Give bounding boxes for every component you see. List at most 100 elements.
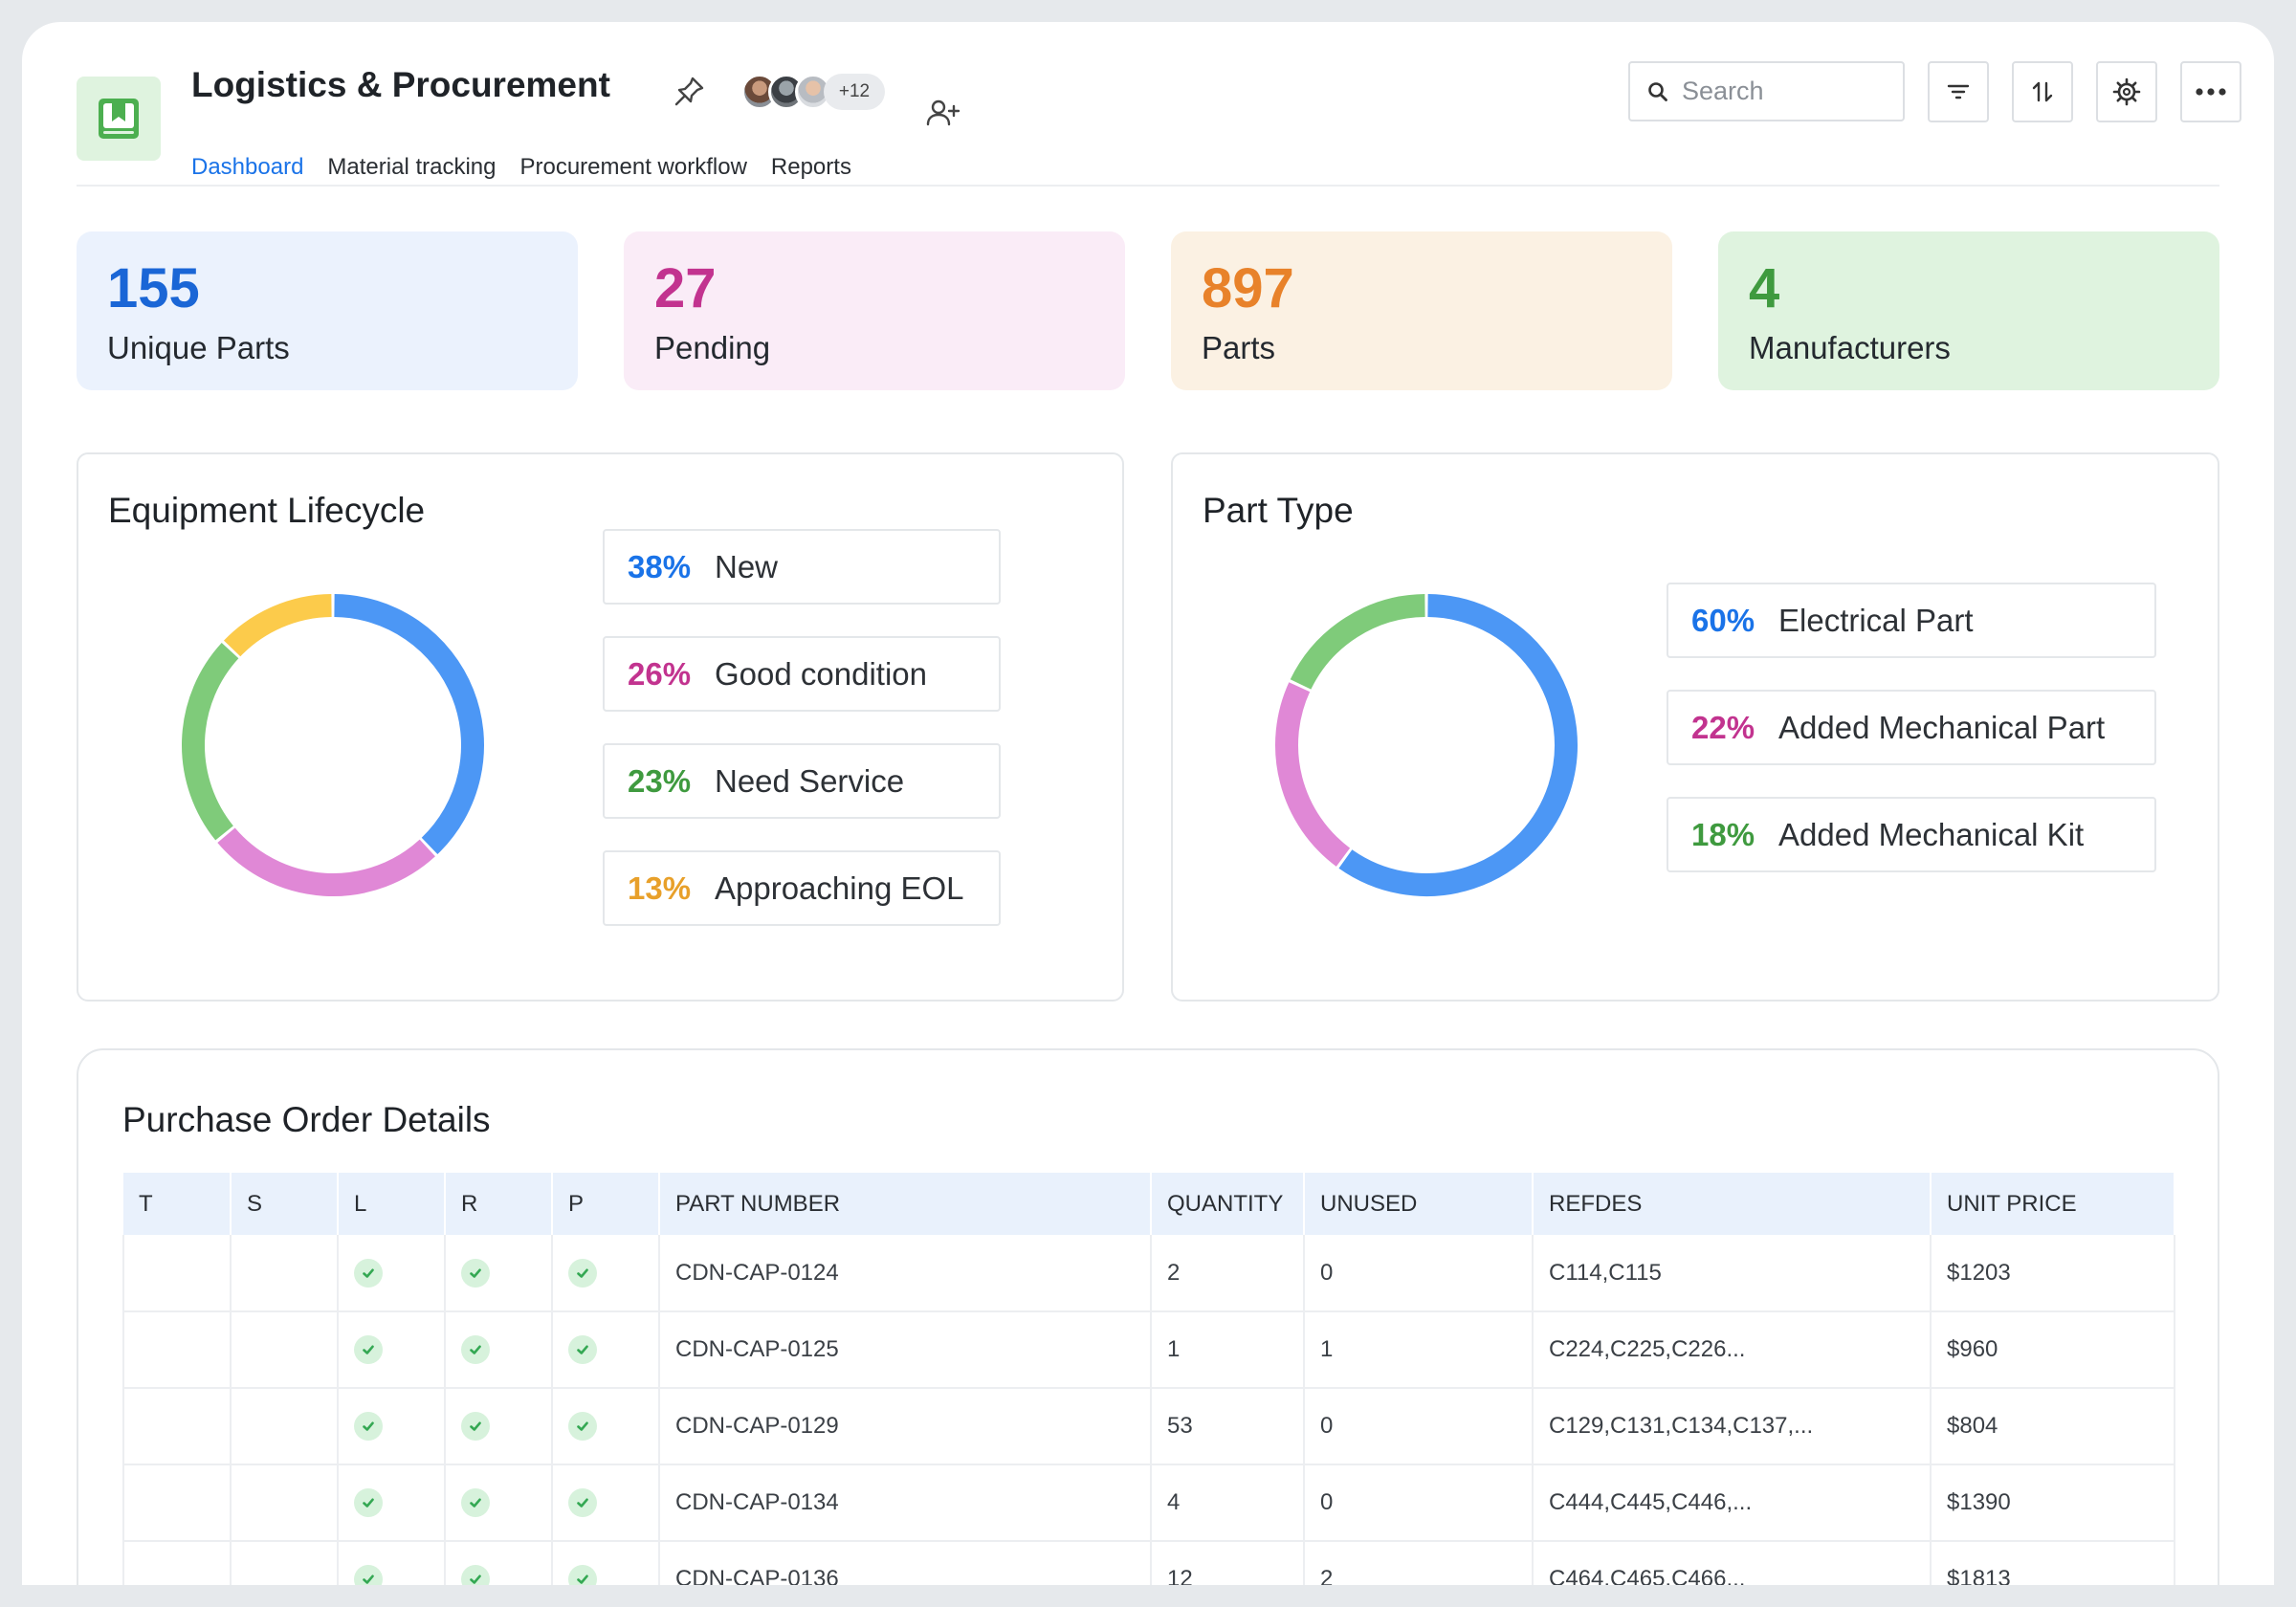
column-header-unused[interactable]: UNUSED <box>1304 1173 1534 1235</box>
app-window: Logistics & Procurement +12 Dashboard Ma… <box>22 22 2274 1585</box>
check-circle-icon <box>568 1258 597 1288</box>
tab-procurement-workflow[interactable]: Procurement workflow <box>519 154 747 180</box>
column-header-s[interactable]: S <box>231 1173 339 1235</box>
cell-unused: 1 <box>1304 1311 1534 1389</box>
stat-card-parts[interactable]: 897 Parts <box>1171 231 1672 390</box>
cell-l[interactable] <box>338 1388 446 1465</box>
tab-material-tracking[interactable]: Material tracking <box>327 154 497 180</box>
sort-button[interactable] <box>2012 61 2073 122</box>
legend-percent: 26% <box>628 655 692 692</box>
check-circle-icon <box>354 1565 383 1585</box>
cell-unit-price: $960 <box>1931 1311 2175 1389</box>
donut-segment-added-mechanical-kit[interactable] <box>1290 594 1425 690</box>
table-row[interactable]: CDN-CAP-0134 4 0 C444,C445,C446,... $1390 <box>122 1464 2175 1542</box>
legend-item-electrical-part[interactable]: 60% Electrical Part <box>1667 583 2156 658</box>
cell-p[interactable] <box>552 1388 660 1465</box>
app-logo[interactable] <box>77 77 161 161</box>
cell-quantity: 2 <box>1151 1235 1305 1312</box>
cell-p[interactable] <box>552 1464 660 1542</box>
column-header-l[interactable]: L <box>338 1173 446 1235</box>
check-circle-icon <box>461 1335 490 1364</box>
legend-item-added-mechanical-kit[interactable]: 18% Added Mechanical Kit <box>1667 797 2156 872</box>
filter-button[interactable] <box>1928 61 1989 122</box>
table-row[interactable]: CDN-CAP-0129 53 0 C129,C131,C134,C137,... $8… <box>122 1388 2175 1465</box>
purchase-order-table: T S L R P PART NUMBER QUANTITY UNUSED RE… <box>122 1173 2175 1585</box>
nav-tabs: Dashboard Material tracking Procurement … <box>191 154 851 181</box>
part-type-donut-chart <box>1275 594 1578 896</box>
app-title: Logistics & Procurement <box>191 65 610 104</box>
cell-r[interactable] <box>445 1388 553 1465</box>
search-box[interactable] <box>1628 61 1905 121</box>
column-header-t[interactable]: T <box>123 1173 232 1235</box>
cell-l[interactable] <box>338 1311 446 1389</box>
legend-label: Added Mechanical Part <box>1778 709 2106 745</box>
cell-part-number: CDN-CAP-0125 <box>659 1311 1152 1389</box>
stat-card-pending[interactable]: 27 Pending <box>624 231 1125 390</box>
sort-icon <box>2032 81 2053 102</box>
cell-r[interactable] <box>445 1541 553 1585</box>
column-header-r[interactable]: R <box>445 1173 553 1235</box>
avatar-more-count[interactable]: +12 <box>824 74 885 110</box>
column-header-p[interactable]: P <box>552 1173 660 1235</box>
stat-label: Parts <box>1202 330 1276 365</box>
cell-s <box>231 1235 339 1312</box>
add-user-icon[interactable] <box>923 95 961 133</box>
donut-segment-electrical-part[interactable] <box>1338 594 1578 896</box>
legend-item-approaching-eol[interactable]: 13% Approaching EOL <box>603 850 1001 926</box>
cell-s <box>231 1388 339 1465</box>
tab-dashboard[interactable]: Dashboard <box>191 154 304 180</box>
check-circle-icon <box>354 1412 383 1441</box>
check-circle-icon <box>461 1488 490 1517</box>
stat-value: 4 <box>1749 257 1780 319</box>
cell-t <box>122 1235 232 1312</box>
panel-title: Equipment Lifecycle <box>108 491 426 530</box>
legend-percent: 18% <box>1691 816 1755 852</box>
more-button[interactable] <box>2180 61 2241 122</box>
cell-unit-price: $1390 <box>1931 1464 2175 1542</box>
check-circle-icon <box>461 1412 490 1441</box>
donut-segment-need-service[interactable] <box>182 643 239 841</box>
donut-segment-added-mechanical-part[interactable] <box>1275 682 1351 867</box>
legend-label: Good condition <box>715 655 927 692</box>
cell-p[interactable] <box>552 1311 660 1389</box>
stat-card-unique-parts[interactable]: 155 Unique Parts <box>77 231 578 390</box>
donut-segment-good-condition[interactable] <box>217 827 435 896</box>
cell-s <box>231 1311 339 1389</box>
cell-refdes: C114,C115 <box>1533 1235 1932 1312</box>
legend-item-added-mechanical-part[interactable]: 22% Added Mechanical Part <box>1667 690 2156 765</box>
cell-p[interactable] <box>552 1235 660 1312</box>
cell-refdes: C129,C131,C134,C137,... <box>1533 1388 1932 1465</box>
table-row[interactable]: CDN-CAP-0136 12 2 C464,C465,C466... $1813 <box>122 1541 2175 1585</box>
equipment-lifecycle-panel: Equipment Lifecycle 38% New 26% Good con… <box>77 452 1124 1002</box>
table-row[interactable]: CDN-CAP-0124 2 0 C114,C115 $1203 <box>122 1235 2175 1312</box>
stat-value: 155 <box>107 257 200 319</box>
table-row[interactable]: CDN-CAP-0125 1 1 C224,C225,C226... $960 <box>122 1311 2175 1389</box>
cell-p[interactable] <box>552 1541 660 1585</box>
legend-item-new[interactable]: 38% New <box>603 529 1001 605</box>
cell-t <box>122 1388 232 1465</box>
legend-percent: 22% <box>1691 709 1755 745</box>
cell-l[interactable] <box>338 1464 446 1542</box>
donut-segment-new[interactable] <box>334 594 484 855</box>
check-circle-icon <box>461 1565 490 1585</box>
settings-button[interactable] <box>2096 61 2157 122</box>
cell-l[interactable] <box>338 1541 446 1585</box>
column-header-refdes[interactable]: REFDES <box>1533 1173 1932 1235</box>
tab-reports[interactable]: Reports <box>770 154 851 180</box>
column-header-quantity[interactable]: QUANTITY <box>1151 1173 1305 1235</box>
cell-refdes: C444,C445,C446,... <box>1533 1464 1932 1542</box>
legend-item-good-condition[interactable]: 26% Good condition <box>603 636 1001 712</box>
pin-icon[interactable] <box>670 73 708 111</box>
collaborator-avatars[interactable]: +12 <box>741 72 885 112</box>
column-header-part-number[interactable]: PART NUMBER <box>659 1173 1152 1235</box>
cell-l[interactable] <box>338 1235 446 1312</box>
donut-segment-approaching-eol[interactable] <box>223 594 332 657</box>
legend-item-need-service[interactable]: 23% Need Service <box>603 743 1001 819</box>
column-header-unit-price[interactable]: UNIT PRICE <box>1931 1173 2175 1235</box>
cell-r[interactable] <box>445 1311 553 1389</box>
purchase-order-panel: Purchase Order Details T S L R P PART NU… <box>77 1048 2219 1585</box>
stat-card-manufacturers[interactable]: 4 Manufacturers <box>1718 231 2219 390</box>
cell-r[interactable] <box>445 1235 553 1312</box>
cell-r[interactable] <box>445 1464 553 1542</box>
search-input[interactable] <box>1682 77 1873 106</box>
